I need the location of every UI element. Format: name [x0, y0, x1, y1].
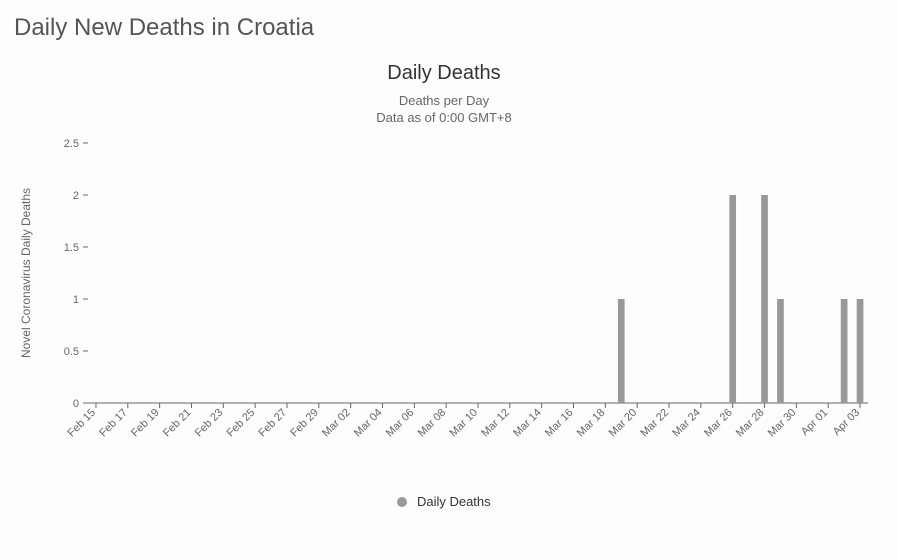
- x-tick-label: Apr 01: [799, 406, 830, 437]
- x-tick-label: Feb 27: [256, 406, 289, 439]
- y-axis-label: Novel Coronavirus Daily Deaths: [19, 188, 33, 358]
- chart-bar: [729, 195, 736, 403]
- chart-bar: [857, 299, 864, 403]
- x-tick-label: Mar 30: [766, 406, 799, 439]
- x-tick-label: Feb 15: [65, 406, 98, 439]
- chart-title: Daily Deaths: [10, 62, 878, 85]
- chart-subtitle: Deaths per Day Data as of 0:00 GMT+8: [10, 93, 878, 127]
- legend-marker-icon: [397, 497, 407, 507]
- chart-container: 0 0.5 1 1.5 2 2.5 Novel Coronavirus Daily Deat…: [10, 133, 878, 488]
- y-tick-label: 2: [73, 190, 79, 202]
- x-tick-label: Mar 14: [511, 406, 544, 439]
- x-tick-label: Feb 21: [161, 406, 194, 439]
- y-tick-label: 1.5: [64, 242, 79, 254]
- x-tick-label: Feb 19: [129, 406, 162, 439]
- x-tick-label: Mar 18: [575, 406, 608, 439]
- chart-subtitle-line1: Deaths per Day: [10, 93, 878, 110]
- x-tick-label: Mar 24: [670, 406, 703, 439]
- x-tick-label: Mar 12: [479, 406, 512, 439]
- chart-bar: [761, 195, 768, 403]
- x-tick-label: Feb 25: [225, 406, 258, 439]
- x-tick-label: Mar 08: [416, 406, 449, 439]
- chart-bar: [777, 299, 784, 403]
- x-tick-label: Mar 04: [352, 406, 385, 439]
- x-tick-label: Mar 06: [384, 406, 417, 439]
- chart-bar: [618, 299, 625, 403]
- x-tick-label: Mar 28: [734, 406, 767, 439]
- x-tick-label: Apr 03: [831, 406, 862, 437]
- page-title: Daily New Deaths in Croatia: [14, 14, 878, 42]
- x-tick-label: Feb 29: [288, 406, 321, 439]
- x-tick-label: Mar 16: [543, 406, 576, 439]
- y-tick-label: 1: [73, 294, 79, 306]
- x-tick-label: Mar 22: [638, 406, 671, 439]
- x-tick-label: Mar 10: [447, 406, 480, 439]
- x-tick-label: Feb 17: [97, 406, 130, 439]
- x-tick-label: Mar 26: [702, 406, 735, 439]
- chart-subtitle-line2: Data as of 0:00 GMT+8: [10, 110, 878, 127]
- chart-legend: Daily Deaths: [10, 494, 878, 509]
- y-tick-label: 0: [73, 398, 79, 410]
- chart-bar: [841, 299, 848, 403]
- chart-svg: 0 0.5 1 1.5 2 2.5 Novel Coronavirus Daily Deat…: [10, 133, 888, 483]
- x-tick-label: Feb 23: [193, 406, 226, 439]
- legend-label: Daily Deaths: [417, 494, 491, 509]
- x-tick-label: Mar 02: [320, 406, 353, 439]
- x-tick-label: Mar 20: [607, 406, 640, 439]
- y-tick-label: 2.5: [64, 138, 79, 150]
- page: Daily New Deaths in Croatia Daily Deaths…: [0, 0, 898, 560]
- y-tick-label: 0.5: [64, 346, 79, 358]
